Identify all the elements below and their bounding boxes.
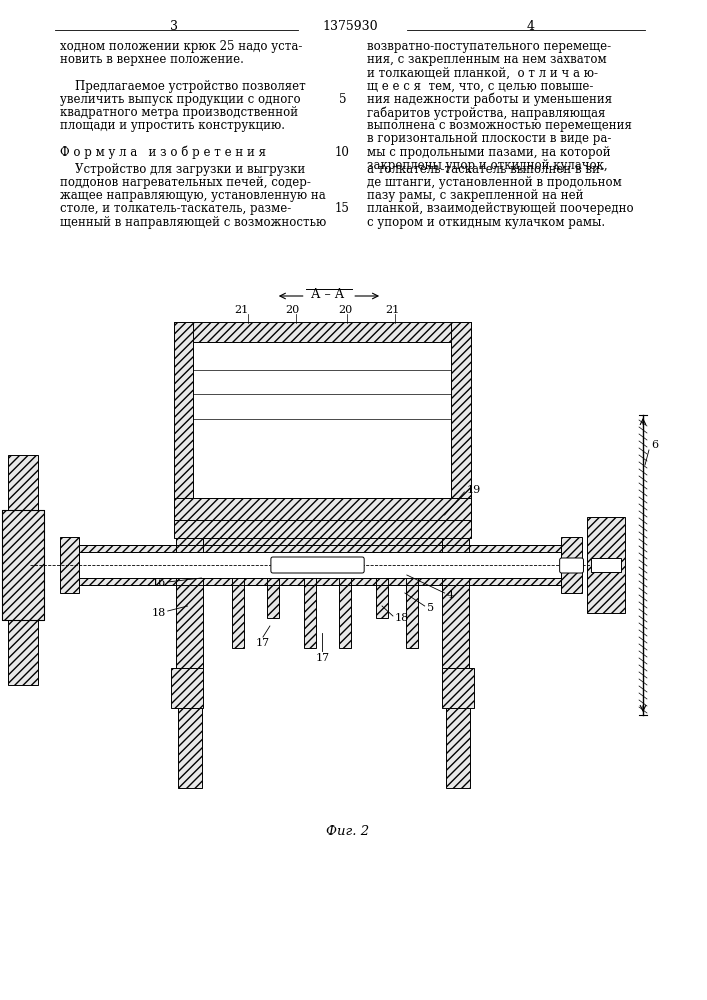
Bar xyxy=(175,538,204,668)
Bar xyxy=(194,342,452,498)
Bar xyxy=(442,668,474,708)
Bar xyxy=(369,344,421,368)
Text: 10: 10 xyxy=(335,146,350,159)
Bar xyxy=(406,538,418,648)
Text: ния надежности работы и уменьшения: ния надежности работы и уменьшения xyxy=(367,93,612,106)
Text: 5: 5 xyxy=(427,603,434,613)
Bar xyxy=(303,538,315,648)
Text: планкой, взаимодействующей поочередно: планкой, взаимодействующей поочередно xyxy=(367,202,633,215)
Text: 4: 4 xyxy=(527,20,535,33)
Text: ходном положении крюк 25 надо уста-: ходном положении крюк 25 надо уста- xyxy=(59,40,302,53)
Text: Ф о р м у л а   и з о б р е т е н и я: Ф о р м у л а и з о б р е т е н и я xyxy=(59,146,266,159)
Text: увеличить выпуск продукции с одного: увеличить выпуск продукции с одного xyxy=(59,93,300,106)
Bar xyxy=(170,668,204,708)
Bar xyxy=(588,517,625,613)
Bar xyxy=(561,537,583,593)
Bar xyxy=(271,399,319,419)
Text: и толкающей планкой,  о т л и ч а ю-: и толкающей планкой, о т л и ч а ю- xyxy=(367,66,598,79)
Text: жащее направляющую, установленную на: жащее направляющую, установленную на xyxy=(59,189,325,202)
Bar xyxy=(339,538,351,648)
Text: столе, и толкатель-таскатель, разме-: столе, и толкатель-таскатель, разме- xyxy=(59,202,291,215)
Bar xyxy=(2,510,44,620)
Text: закреплены упор и откидной кулачок,: закреплены упор и откидной кулачок, xyxy=(367,159,608,172)
Text: Фиг. 2: Фиг. 2 xyxy=(326,825,369,838)
Text: габаритов устройства, направляющая: габаритов устройства, направляющая xyxy=(367,106,605,119)
Text: новить в верхнее положение.: новить в верхнее положение. xyxy=(59,53,243,66)
Bar xyxy=(432,374,450,409)
Bar xyxy=(315,429,339,447)
Text: ния, с закрепленным на нем захватом: ния, с закрепленным на нем захватом xyxy=(367,53,607,66)
Text: 21: 21 xyxy=(234,305,248,315)
Bar xyxy=(174,520,472,538)
Bar xyxy=(232,538,244,648)
Text: мы с продольными пазами, на которой: мы с продольными пазами, на которой xyxy=(367,146,611,159)
Text: Устройство для загрузки и выгрузки: Устройство для загрузки и выгрузки xyxy=(59,163,305,176)
Text: 1375930: 1375930 xyxy=(322,20,378,33)
Text: выполнена с возможностью перемещения: выполнена с возможностью перемещения xyxy=(367,119,632,132)
Text: 16: 16 xyxy=(151,578,165,588)
Bar xyxy=(442,538,469,668)
Text: квадратного метра производственной: квадратного метра производственной xyxy=(59,106,298,119)
Text: Предлагаемое устройство позволяет: Предлагаемое устройство позволяет xyxy=(59,80,305,93)
Text: 19: 19 xyxy=(467,485,481,495)
Bar xyxy=(59,537,79,593)
Text: щенный в направляющей с возможностью: щенный в направляющей с возможностью xyxy=(59,216,326,229)
Text: 3: 3 xyxy=(170,20,177,33)
Text: 20: 20 xyxy=(286,305,300,315)
Bar xyxy=(174,322,472,342)
Text: 18: 18 xyxy=(395,613,409,623)
Text: возвратно-поступательного перемеще-: возвратно-поступательного перемеще- xyxy=(367,40,612,53)
Text: 5: 5 xyxy=(339,93,346,106)
Bar xyxy=(8,620,37,685)
Text: поддонов нагревательных печей, содер-: поддонов нагревательных печей, содер- xyxy=(59,176,310,189)
Bar xyxy=(174,322,194,520)
Text: 21: 21 xyxy=(385,305,399,315)
Bar xyxy=(79,545,561,585)
Text: 4: 4 xyxy=(447,590,454,600)
Bar xyxy=(195,374,214,409)
Bar xyxy=(8,455,37,510)
Text: 17: 17 xyxy=(315,653,329,663)
Bar xyxy=(177,708,202,788)
Bar xyxy=(2,510,44,620)
Bar xyxy=(308,344,347,366)
Bar xyxy=(79,545,561,552)
Bar xyxy=(362,429,382,444)
Bar xyxy=(376,538,388,618)
Text: 18: 18 xyxy=(151,608,165,618)
FancyBboxPatch shape xyxy=(560,558,583,573)
Bar xyxy=(79,552,561,578)
Text: пазу рамы, с закрепленной на ней: пазу рамы, с закрепленной на ней xyxy=(367,189,584,202)
Bar xyxy=(452,322,472,520)
Text: А – А: А – А xyxy=(311,288,344,301)
Bar xyxy=(234,344,286,368)
FancyBboxPatch shape xyxy=(271,557,364,573)
Text: 15: 15 xyxy=(335,202,350,215)
Text: 17: 17 xyxy=(256,638,270,648)
Text: в горизонтальной плоскости в виде ра-: в горизонтальной плоскости в виде ра- xyxy=(367,132,612,145)
Bar xyxy=(79,578,561,585)
Bar xyxy=(337,399,384,419)
Bar xyxy=(384,368,406,438)
Text: 6: 6 xyxy=(651,440,658,450)
Text: а толкатель-таскатель выполнен в ви-: а толкатель-таскатель выполнен в ви- xyxy=(367,163,604,176)
Bar xyxy=(249,368,271,438)
Text: 20: 20 xyxy=(338,305,353,315)
Bar xyxy=(267,538,279,618)
Bar xyxy=(204,538,442,554)
Text: де штанги, установленной в продольном: де штанги, установленной в продольном xyxy=(367,176,622,189)
Bar xyxy=(445,708,470,788)
Bar xyxy=(319,366,337,446)
Bar xyxy=(592,558,621,572)
Text: щ е е с я  тем, что, с целью повыше-: щ е е с я тем, что, с целью повыше- xyxy=(367,80,593,93)
Bar xyxy=(273,429,293,444)
Text: площади и упростить конструкцию.: площади и упростить конструкцию. xyxy=(59,119,284,132)
Text: с упором и откидным кулачком рамы.: с упором и откидным кулачком рамы. xyxy=(367,216,605,229)
Bar xyxy=(174,498,472,520)
